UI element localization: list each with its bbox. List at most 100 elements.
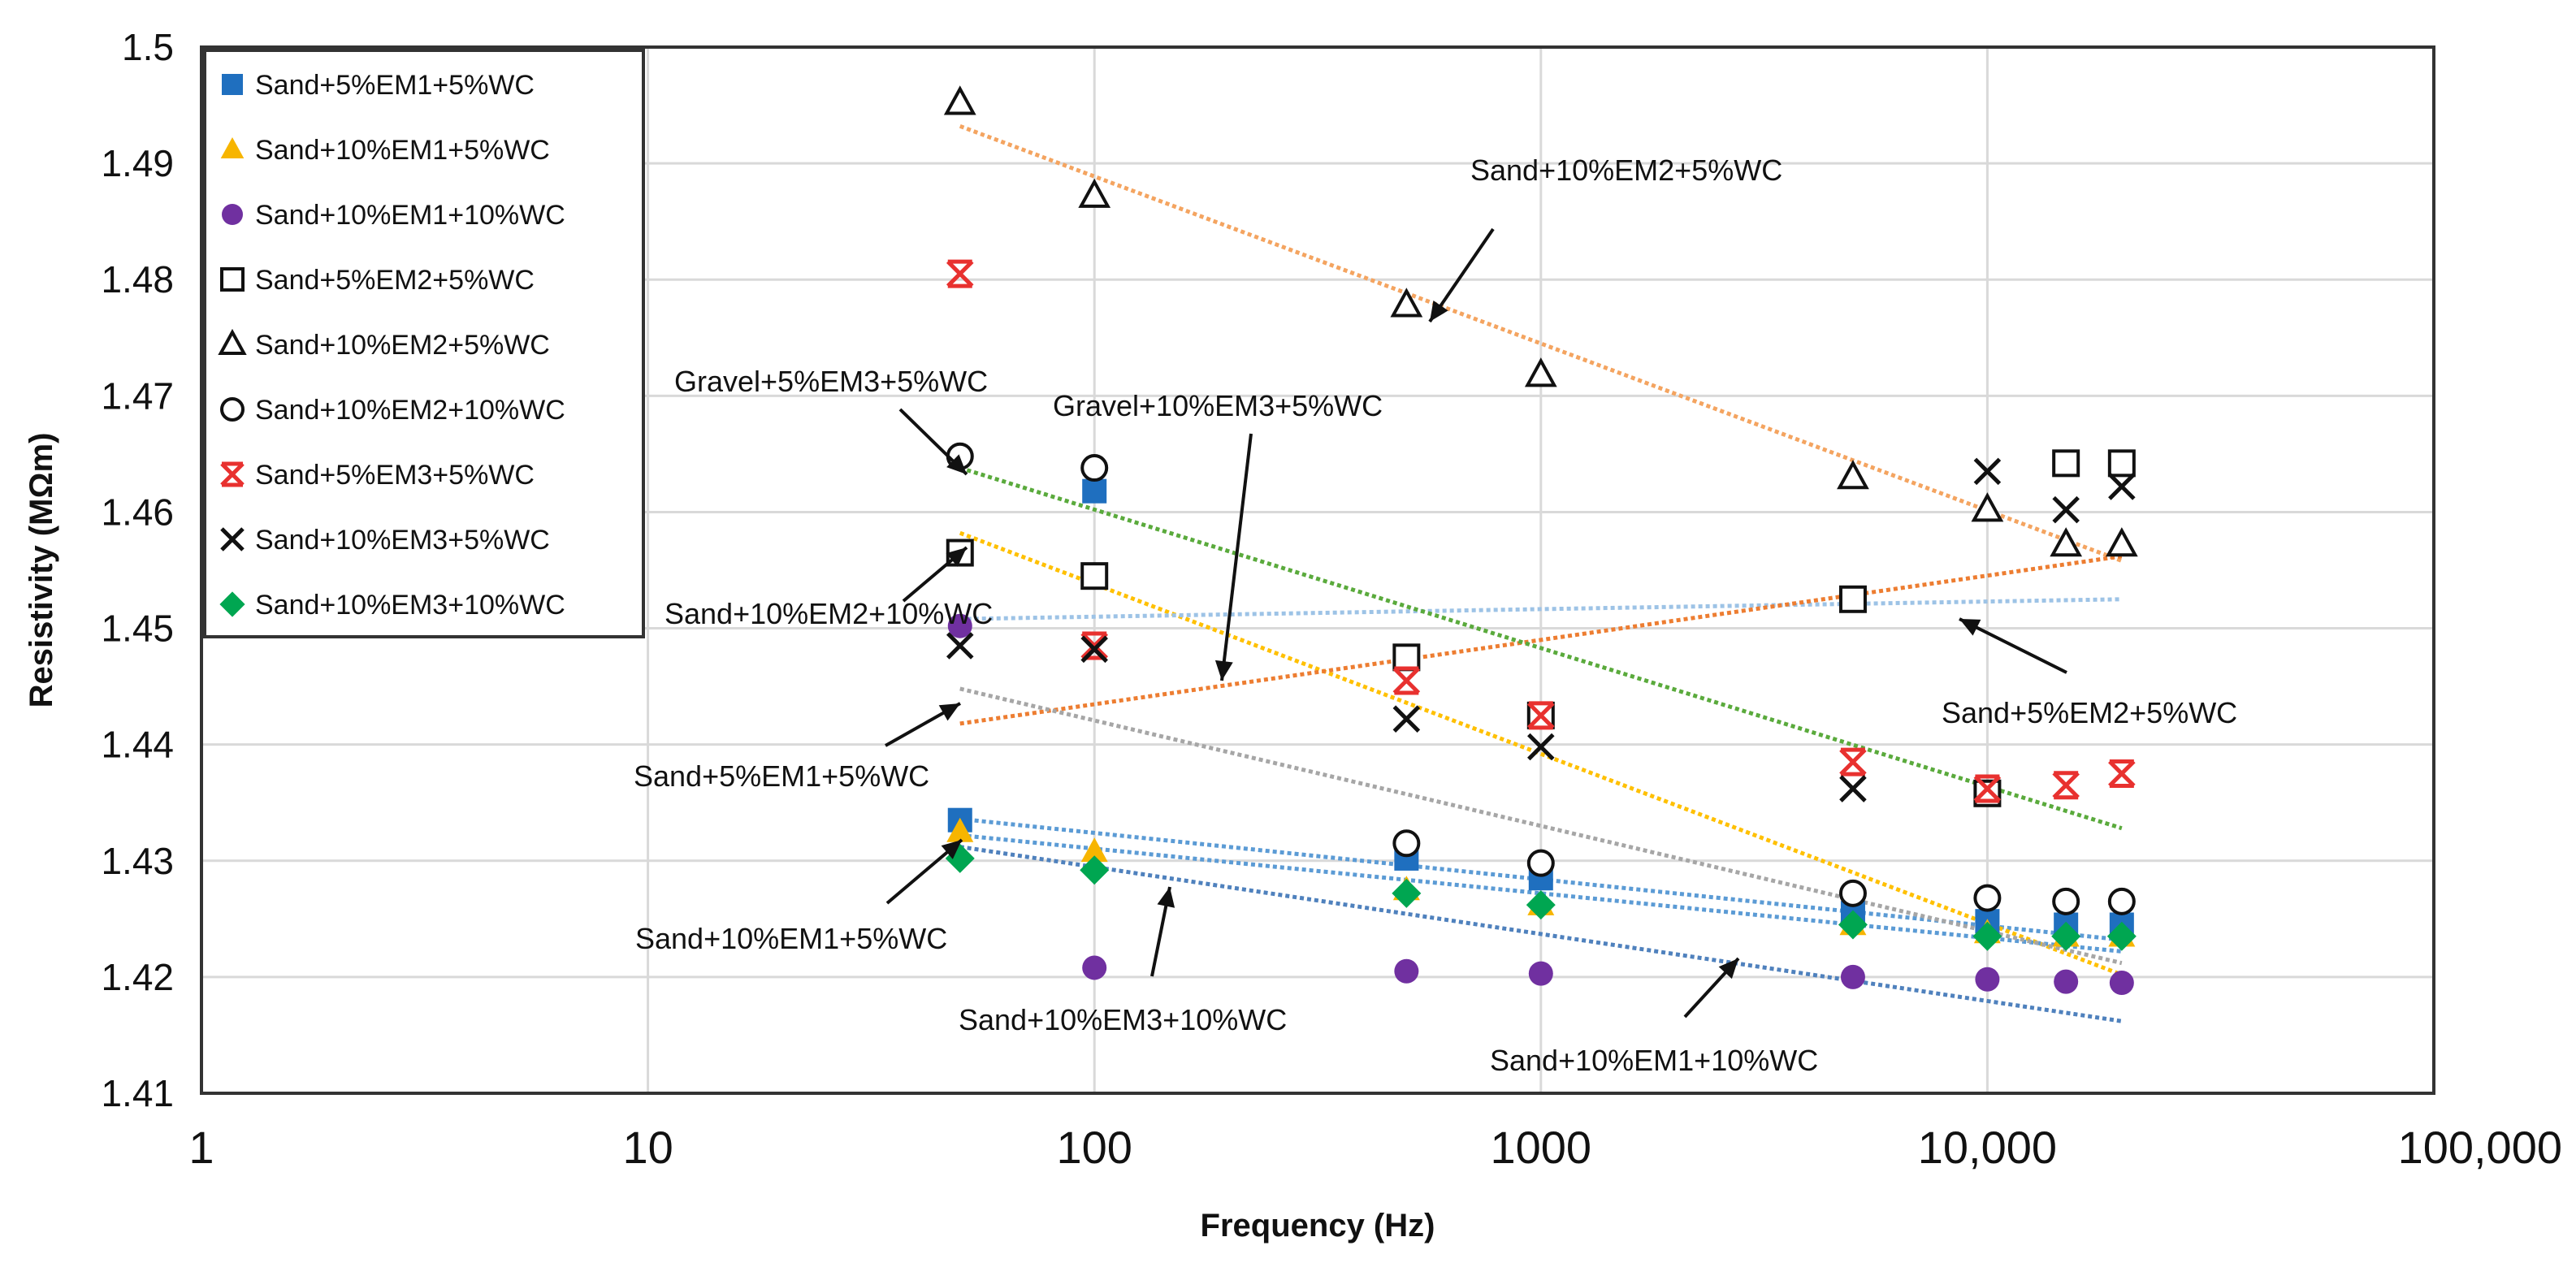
annotation-label: Gravel+5%EM3+5%WC (674, 365, 988, 398)
annotation-label: Sand+10%EM1+10%WC (1490, 1044, 1818, 1077)
data-point (2105, 527, 2138, 557)
x-tick-label: 10 (622, 1122, 673, 1173)
legend-label: Sand+10%EM2+10%WC (255, 395, 565, 426)
y-tick-label: 1.43 (101, 840, 174, 882)
legend-label: Sand+5%EM1+5%WC (255, 70, 535, 101)
data-point (1080, 855, 1110, 885)
legend-label: Sand+5%EM2+5%WC (255, 265, 535, 296)
data-point (2052, 495, 2080, 524)
x-tick-label: 1 (188, 1122, 214, 1173)
data-point (1973, 457, 2002, 486)
data-point (1528, 961, 1553, 986)
data-point (1973, 774, 2002, 803)
annotation-label: Sand+10%EM1+5%WC (635, 922, 947, 955)
y-tick-label: 1.45 (101, 608, 174, 650)
legend-box (203, 49, 645, 638)
data-point (2054, 969, 2079, 994)
data-point (1838, 585, 1867, 613)
data-point (1394, 958, 1419, 984)
data-point (1838, 879, 1867, 907)
x-tick-label: 100,000 (2398, 1122, 2562, 1173)
legend-label: Sand+10%EM3+5%WC (255, 525, 550, 556)
data-point (1392, 666, 1421, 695)
legend-marker (220, 267, 245, 292)
data-point (2051, 921, 2081, 951)
x-tick-label: 100 (1056, 1122, 1132, 1173)
data-point (2108, 473, 2136, 500)
data-point (1839, 747, 1867, 776)
annotation-arrow-line (1220, 433, 1253, 681)
trendline (959, 465, 2123, 831)
data-point (2106, 921, 2137, 951)
trendline (959, 833, 2123, 954)
data-point (1526, 890, 1556, 920)
annotation-arrowhead (1718, 958, 1738, 980)
annotation-arrowhead (946, 454, 967, 474)
data-point (1390, 288, 1423, 318)
trendline (959, 816, 2123, 942)
trendline (959, 597, 2122, 621)
trendline (959, 530, 2123, 977)
annotation-label: Sand+10%EM3+10%WC (959, 1003, 1287, 1036)
data-point (2107, 887, 2136, 915)
y-tick-labels: 1.41 1.42 1.43 1.44 1.45 1.46 1.47 1.48 1.49 1.5 (101, 26, 174, 1114)
data-point (947, 613, 972, 638)
data-point (946, 817, 974, 842)
annotation-arrowhead (1959, 619, 1981, 636)
y-tick-label: 1.49 (101, 142, 174, 184)
legend-marker (219, 591, 245, 617)
y-tick-label: 1.41 (101, 1072, 174, 1114)
plot-frame (200, 45, 2435, 1095)
data-point (2109, 971, 2134, 996)
trendlines (959, 123, 2123, 1023)
annotation-arrowhead (946, 547, 967, 567)
legend-label: Sand+10%EM1+5%WC (255, 135, 550, 166)
data-point (1080, 631, 1108, 660)
trendline (959, 845, 2123, 1023)
data-point (2107, 449, 2136, 478)
trendline (959, 123, 2123, 563)
x-tick-label: 10,000 (1918, 1122, 2057, 1173)
data-point (2052, 771, 2080, 800)
y-tick-label: 1.48 (101, 258, 174, 301)
data-point (946, 259, 974, 288)
legend-marker (220, 527, 245, 551)
data-point (1078, 178, 1111, 208)
y-tick-label: 1.42 (101, 956, 174, 998)
legend-label: Sand+10%EM1+10%WC (255, 200, 565, 231)
legend-marker (220, 137, 245, 159)
legend-marker (222, 74, 243, 95)
data-points (943, 85, 2138, 996)
legend-label: Sand+10%EM3+10%WC (255, 590, 565, 621)
data-point (1838, 910, 1868, 940)
legend-label: Sand+10%EM2+5%WC (255, 330, 550, 361)
data-point (1840, 964, 1865, 989)
y-axis-title: Resistivity (MΩm) (24, 433, 59, 708)
data-point (1082, 478, 1107, 504)
annotation-label: Sand+5%EM1+5%WC (634, 759, 929, 793)
data-point (1080, 837, 1108, 863)
y-tick-label: 1.47 (101, 374, 174, 417)
y-tick-label: 1.46 (101, 491, 174, 533)
data-point (1837, 460, 1869, 490)
x-tick-label: 1000 (1491, 1122, 1592, 1173)
annotation-label: Sand+5%EM2+5%WC (1942, 696, 2237, 729)
y-tick-label: 1.44 (101, 724, 174, 766)
data-point (1527, 701, 1555, 730)
data-point (1527, 733, 1555, 761)
data-point (1080, 635, 1108, 664)
legend-label: Sand+5%EM3+5%WC (255, 460, 535, 491)
x-tick-labels: 1 10 100 1000 10,000 100,000 (188, 1122, 2562, 1173)
legend-marker (220, 461, 245, 487)
y-tick-label: 1.5 (122, 26, 174, 68)
annotation-label: Sand+10%EM2+5%WC (1470, 154, 1782, 187)
annotations: Sand+10%EM2+5%WC Gravel+5%EM3+5%WC Gravel+… (634, 154, 2237, 1077)
data-point (1973, 884, 2002, 912)
annotation-arrowhead (938, 703, 960, 721)
data-point (946, 632, 974, 660)
annotation-arrowhead (1430, 300, 1448, 322)
legend-marker (220, 397, 245, 422)
data-point (1524, 357, 1557, 387)
legend-marker (222, 204, 243, 225)
